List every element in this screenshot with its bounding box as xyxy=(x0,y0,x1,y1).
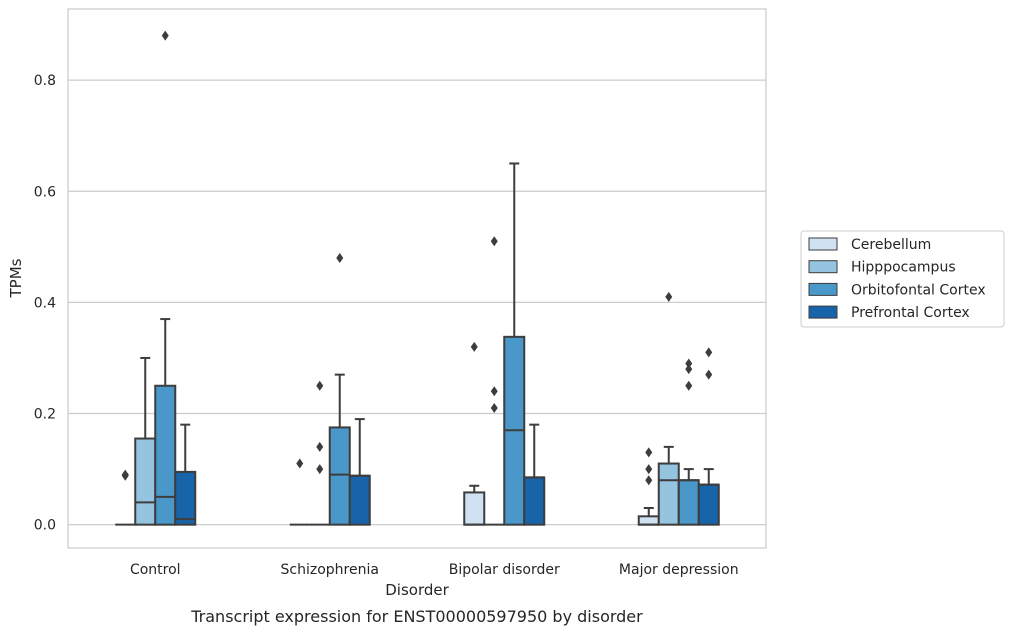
box-body xyxy=(134,437,157,526)
y-tick-label: 0.0 xyxy=(34,518,56,534)
box xyxy=(677,358,700,526)
box xyxy=(523,423,546,526)
outlier-point xyxy=(470,341,478,352)
legend-swatch xyxy=(808,282,838,296)
legend-swatch xyxy=(808,305,838,319)
y-tick-label: 0.8 xyxy=(34,73,56,89)
legend-frame xyxy=(800,230,1005,328)
box-body xyxy=(697,483,720,526)
box xyxy=(174,423,197,526)
legend-swatch xyxy=(808,237,838,251)
y-axis-ticks: 0.0 0.2 0.4 0.6 0.8 xyxy=(34,73,56,534)
outlier-point xyxy=(121,470,129,481)
box xyxy=(348,418,371,526)
y-tick-label: 0.4 xyxy=(34,295,56,311)
box xyxy=(463,341,486,526)
legend-swatch xyxy=(808,260,838,274)
box-body xyxy=(328,426,351,526)
boxes xyxy=(115,30,720,526)
x-tick-label: Schizophrenia xyxy=(281,562,379,578)
y-tick-label: 0.2 xyxy=(34,407,56,423)
box-body xyxy=(154,384,177,526)
outlier-point xyxy=(705,369,713,380)
outlier-point xyxy=(645,464,653,475)
box-body xyxy=(637,515,660,526)
outlier-point xyxy=(665,291,673,302)
outlier-point xyxy=(316,380,324,391)
box xyxy=(657,291,680,526)
box xyxy=(697,347,720,526)
box xyxy=(328,252,351,526)
outlier-point xyxy=(685,364,693,375)
box-body xyxy=(174,470,197,526)
box xyxy=(134,356,157,526)
legend: Cerebellum Hipppocampus Orbitofontal Corte… xyxy=(800,230,1005,328)
outlier-point xyxy=(161,30,169,41)
box-body xyxy=(677,479,700,526)
outlier-point xyxy=(296,458,304,469)
outlier-point xyxy=(685,380,693,391)
box xyxy=(309,380,330,526)
box xyxy=(115,469,136,526)
x-tick-label: Bipolar disorder xyxy=(449,562,560,578)
legend-label: Prefrontal Cortex xyxy=(851,305,970,321)
outlier-point xyxy=(316,464,324,475)
outlier-point xyxy=(645,475,653,486)
outlier-point xyxy=(490,236,498,247)
box-body xyxy=(523,476,546,526)
plot-area-frame xyxy=(67,8,767,549)
outlier-point xyxy=(645,447,653,458)
outlier-point xyxy=(336,252,344,263)
x-axis-label: Disorder xyxy=(385,581,449,599)
box xyxy=(637,447,660,526)
y-tick-label: 0.6 xyxy=(34,184,56,200)
x-axis-ticks: Control Schizophrenia Bipolar disorder Majo… xyxy=(130,562,739,578)
box xyxy=(503,162,526,526)
outlier-point xyxy=(705,347,713,358)
legend-label: Hipppocampus xyxy=(851,260,956,276)
legend-label: Orbitofontal Cortex xyxy=(851,282,986,298)
chart-caption: Transcript expression for ENST0000059795… xyxy=(190,607,643,626)
outlier-point xyxy=(316,441,324,452)
outlier-point xyxy=(685,358,693,369)
box-body xyxy=(657,462,680,526)
x-tick-label: Major depression xyxy=(619,562,739,578)
legend-label: Cerebellum xyxy=(851,237,931,253)
box xyxy=(484,236,505,526)
box-body xyxy=(348,474,371,526)
y-axis-label: TPMs xyxy=(7,258,25,298)
outlier-point xyxy=(490,386,498,397)
x-tick-label: Control xyxy=(130,562,181,578)
box xyxy=(289,458,310,526)
box xyxy=(154,30,177,526)
outlier-point xyxy=(490,402,498,413)
box-body xyxy=(463,491,486,526)
